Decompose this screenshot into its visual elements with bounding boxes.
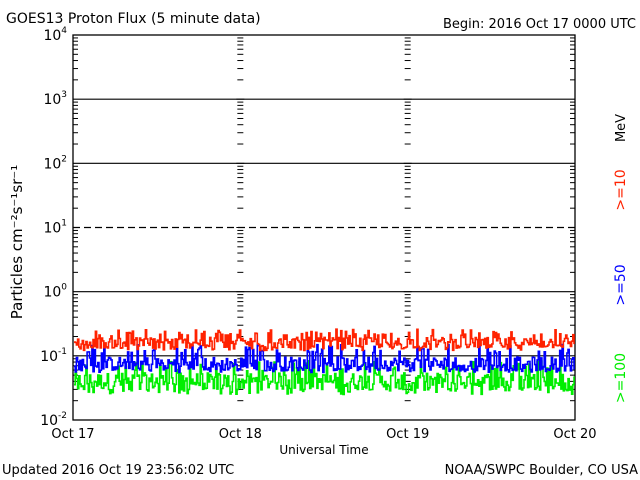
x-tick-label: Oct 17 (51, 427, 94, 442)
series-line (74, 343, 575, 374)
x-tick-labels: Oct 17 Oct 18 Oct 19 Oct 20 (51, 427, 596, 442)
chart-title: GOES13 Proton Flux (5 minute data) (6, 11, 261, 27)
legend-series-50: >=50 (613, 264, 629, 305)
x-tick-label: Oct 19 (386, 427, 429, 442)
x-tick-label: Oct 18 (219, 427, 262, 442)
y-tick-labels: 104 103 102 101 100 10-1 10-2 (40, 26, 67, 429)
x-tick-label: Oct 20 (553, 427, 596, 442)
updated-timestamp: Updated 2016 Oct 19 23:56:02 UTC (2, 463, 234, 478)
y-tick-label: 102 (43, 154, 67, 172)
legend-series-100: >=100 (613, 353, 629, 403)
y-tick-label: 100 (43, 283, 67, 301)
series-line (74, 328, 575, 352)
y-tick-label: 103 (43, 90, 67, 108)
y-axis-label: Particles cm⁻²s⁻¹sr⁻¹ (8, 165, 26, 319)
series-group (74, 328, 575, 396)
x-axis-label: Universal Time (279, 443, 368, 457)
legend-unit-mev: MeV (614, 114, 629, 142)
legend-series-10: >=10 (613, 169, 629, 210)
reference-lines (73, 98, 575, 357)
y-tick-label: 10-2 (40, 411, 67, 429)
begin-time: Begin: 2016 Oct 17 0000 UTC (443, 17, 636, 32)
y-tick-label: 10-1 (40, 347, 67, 365)
credit-text: NOAA/SWPC Boulder, CO USA (445, 463, 638, 478)
y-tick-label: 101 (43, 219, 67, 237)
y-tick-label: 104 (43, 26, 67, 44)
